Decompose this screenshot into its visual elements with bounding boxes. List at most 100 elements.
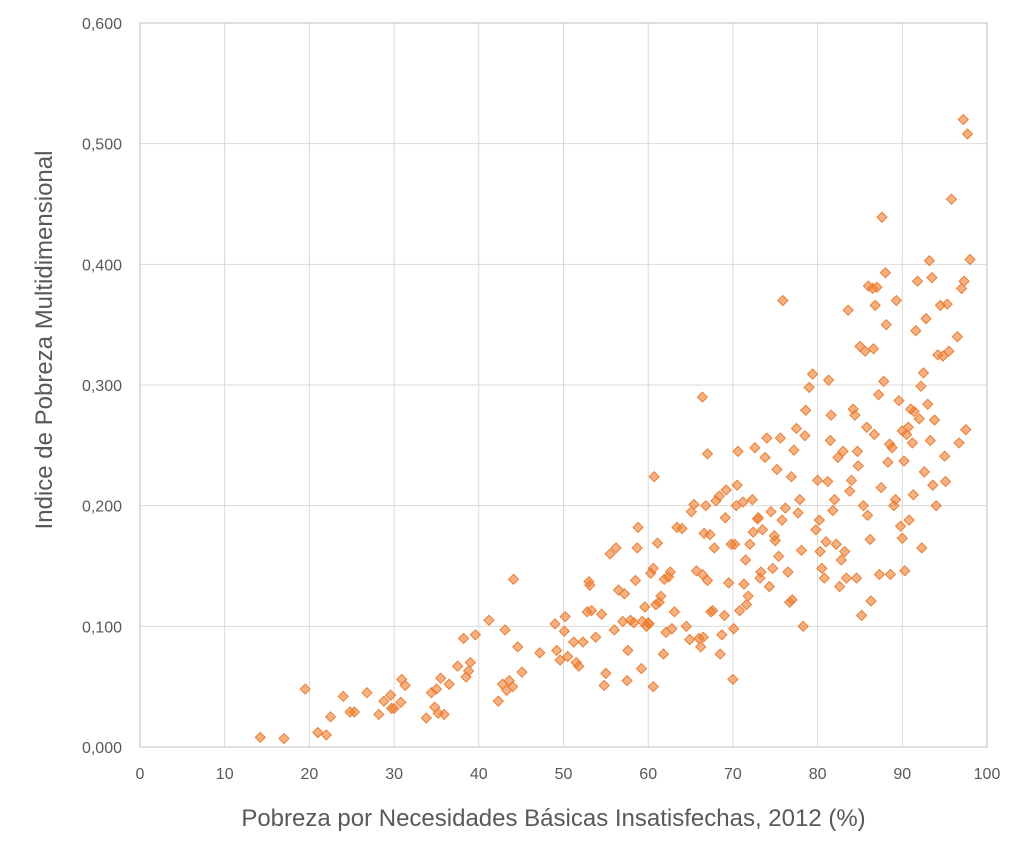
data-point: [830, 538, 842, 550]
data-point: [701, 448, 714, 460]
data-point: [893, 394, 905, 407]
data-point: [842, 304, 854, 316]
data-point: [838, 545, 851, 558]
data-point: [927, 479, 939, 491]
data-point: [668, 606, 681, 618]
data-point: [938, 450, 951, 462]
data-point: [420, 712, 432, 724]
data-point: [756, 524, 769, 536]
data-point: [718, 609, 731, 622]
data-point: [849, 409, 861, 421]
data-point: [797, 620, 809, 633]
data-point: [898, 455, 910, 467]
data-point: [957, 113, 969, 126]
data-point: [254, 731, 266, 744]
data-point: [867, 343, 880, 355]
data-point: [457, 632, 470, 645]
data-point: [811, 474, 824, 487]
data-point: [875, 481, 887, 494]
data-point: [782, 566, 794, 578]
data-point: [443, 678, 455, 690]
data-point: [647, 562, 659, 575]
data-point: [655, 590, 667, 602]
data-point: [622, 644, 634, 657]
data-point: [464, 656, 477, 669]
data-point: [844, 485, 856, 497]
data-point: [462, 665, 475, 677]
data-point: [840, 572, 853, 584]
data-point: [361, 686, 373, 699]
data-point: [577, 636, 589, 648]
data-point: [903, 514, 915, 526]
data-point: [889, 493, 902, 506]
data-point: [744, 538, 756, 550]
data-point: [871, 281, 883, 293]
data-point: [876, 211, 888, 223]
data-point: [911, 275, 924, 287]
data-point: [737, 496, 749, 508]
data-point: [937, 350, 949, 362]
data-point: [385, 689, 397, 701]
data-point: [680, 620, 693, 633]
data-point: [884, 568, 897, 581]
data-point: [910, 324, 922, 337]
y-tick-label: 0,400: [82, 257, 122, 274]
data-point: [827, 504, 839, 517]
data-point: [850, 572, 863, 584]
data-point: [688, 498, 700, 511]
data-point: [618, 588, 631, 600]
data-point: [928, 414, 941, 426]
data-point: [348, 706, 360, 718]
data-point: [584, 579, 596, 592]
x-tick-label: 30: [385, 766, 403, 783]
data-point: [312, 726, 324, 739]
data-point: [749, 442, 761, 454]
data-point: [814, 545, 826, 558]
data-point: [945, 193, 958, 205]
data-point: [430, 683, 443, 695]
data-point: [759, 451, 771, 464]
data-point: [774, 432, 787, 444]
data-point: [765, 505, 777, 518]
data-point: [857, 499, 870, 512]
data-point: [803, 381, 815, 394]
data-point: [926, 271, 938, 284]
data-point: [632, 521, 644, 534]
data-point: [908, 405, 920, 418]
data-point: [643, 618, 655, 630]
data-point: [930, 499, 942, 512]
data-point: [861, 509, 874, 522]
data-point: [943, 345, 955, 357]
data-point: [951, 331, 964, 343]
data-point: [917, 367, 930, 379]
data-point: [785, 470, 798, 483]
data-point: [907, 489, 920, 501]
data-point: [549, 618, 561, 630]
data-point: [728, 538, 741, 550]
data-point: [657, 648, 670, 660]
data-point: [696, 568, 709, 581]
data-point: [806, 368, 819, 380]
data-point: [706, 604, 719, 617]
data-point: [818, 572, 831, 584]
data-point: [799, 429, 811, 442]
data-point: [746, 493, 759, 506]
data-point: [941, 298, 953, 310]
data-point: [558, 625, 571, 637]
data-point: [589, 631, 602, 643]
data-point: [920, 312, 932, 325]
data-point: [697, 631, 709, 643]
data-point: [534, 647, 546, 659]
data-point: [733, 604, 746, 617]
data-point: [960, 423, 972, 436]
data-point: [700, 499, 712, 512]
data-point: [434, 672, 447, 684]
data-point: [438, 708, 450, 721]
data-point: [953, 437, 965, 449]
data-point: [961, 128, 974, 140]
data-point: [567, 636, 580, 648]
gridlines: [139, 22, 988, 748]
y-tick-label: 0,600: [82, 16, 122, 33]
data-point: [752, 512, 765, 524]
data-point: [872, 388, 885, 401]
